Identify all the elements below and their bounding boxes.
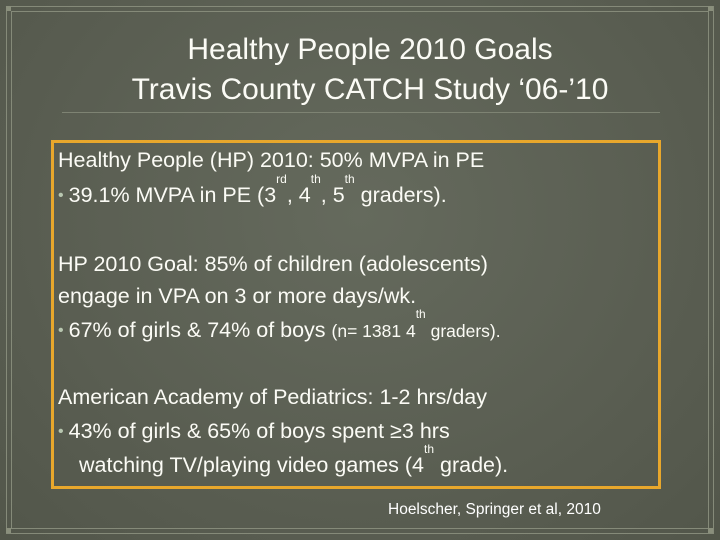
block1-bullet: • 39.1% MVPA in PE (3rd, 4th, 5th graders… <box>58 172 447 207</box>
slide-frame-inner <box>11 11 709 529</box>
slide-title: Healthy People 2010 Goals Travis County … <box>50 30 690 110</box>
title-line-1: Healthy People 2010 Goals <box>187 33 553 66</box>
block2-line2: engage in VPA on 3 or more days/wk. <box>58 284 417 308</box>
frame-corner-top-left <box>6 6 11 11</box>
slide-frame-outer <box>6 6 714 534</box>
block3-bullet-line1: • 43% of girls & 65% of boys spent ≥3 hrs <box>58 419 450 443</box>
block3-heading: American Academy of Pediatrics: 1-2 hrs/… <box>58 385 487 409</box>
citation: Hoelscher, Springer et al, 2010 <box>388 501 601 518</box>
bullet-icon: • <box>58 187 64 204</box>
block2-line1: HP 2010 Goal: 85% of children (adolescen… <box>58 252 488 276</box>
frame-corner-bottom-right <box>708 528 713 533</box>
title-line-2: Travis County CATCH Study ‘06-’10 <box>131 73 609 106</box>
frame-corner-bottom-left <box>6 528 11 533</box>
bullet-icon: • <box>58 423 64 440</box>
frame-corner-top-right <box>708 6 713 11</box>
title-divider <box>62 112 660 113</box>
block1-heading: Healthy People (HP) 2010: 50% MVPA in PE <box>58 148 485 172</box>
block2-bullet: • 67% of girls & 74% of boys (n= 1381 4th… <box>58 307 501 342</box>
bullet-icon: • <box>58 322 64 339</box>
content-box <box>51 140 661 489</box>
block3-bullet-line2: watching TV/playing video games (4th gra… <box>79 442 509 477</box>
